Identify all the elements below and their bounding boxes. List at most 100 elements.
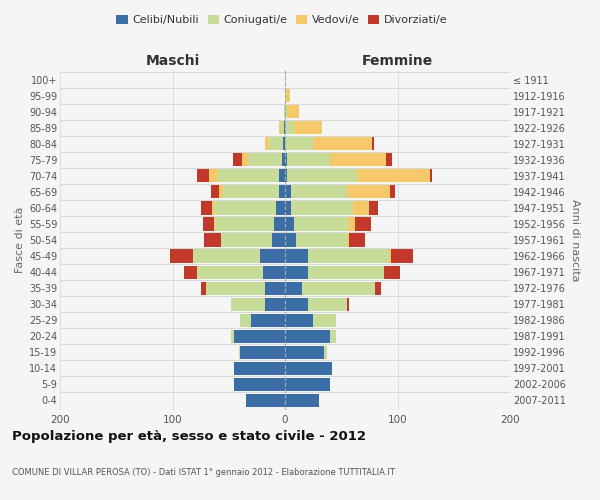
- Bar: [214, 218, 215, 230]
- Bar: [233, 153, 242, 166]
- Bar: [389, 186, 395, 198]
- Bar: [184, 266, 197, 278]
- Bar: [265, 282, 285, 294]
- Bar: [285, 378, 330, 391]
- Bar: [302, 282, 375, 294]
- Bar: [245, 394, 285, 407]
- Bar: [285, 298, 308, 310]
- Bar: [285, 266, 308, 278]
- Bar: [206, 282, 265, 294]
- Bar: [240, 314, 251, 327]
- Bar: [325, 346, 326, 359]
- Bar: [389, 250, 391, 262]
- Bar: [285, 202, 290, 214]
- Text: Popolazione per età, sesso e stato civile - 2012: Popolazione per età, sesso e stato civil…: [12, 430, 366, 443]
- Bar: [294, 218, 348, 230]
- Bar: [263, 266, 285, 278]
- Bar: [285, 394, 319, 407]
- Bar: [330, 153, 386, 166]
- Bar: [347, 298, 349, 310]
- Bar: [197, 170, 209, 182]
- Bar: [285, 346, 325, 359]
- Bar: [242, 153, 248, 166]
- Bar: [375, 282, 380, 294]
- Bar: [285, 362, 332, 375]
- Bar: [285, 282, 302, 294]
- Bar: [265, 298, 285, 310]
- Bar: [357, 170, 430, 182]
- Bar: [284, 105, 285, 118]
- Bar: [349, 234, 365, 246]
- Bar: [285, 153, 287, 166]
- Bar: [231, 298, 265, 310]
- Bar: [347, 234, 349, 246]
- Text: Femmine: Femmine: [362, 54, 433, 68]
- Bar: [430, 170, 433, 182]
- Bar: [240, 346, 285, 359]
- Bar: [223, 186, 280, 198]
- Bar: [285, 89, 290, 102]
- Bar: [197, 266, 263, 278]
- Bar: [200, 202, 212, 214]
- Bar: [371, 137, 374, 150]
- Bar: [280, 186, 285, 198]
- Legend: Celibi/Nubili, Coniugati/e, Vedovi/e, Divorziati/e: Celibi/Nubili, Coniugati/e, Vedovi/e, Di…: [112, 10, 452, 30]
- Bar: [276, 202, 285, 214]
- Bar: [281, 121, 284, 134]
- Bar: [284, 121, 285, 134]
- Bar: [274, 218, 285, 230]
- Y-axis label: Anni di nascita: Anni di nascita: [570, 198, 580, 281]
- Bar: [386, 153, 392, 166]
- Bar: [308, 298, 347, 310]
- Bar: [313, 314, 335, 327]
- Bar: [212, 202, 214, 214]
- Bar: [235, 330, 285, 343]
- Bar: [391, 250, 413, 262]
- Bar: [211, 186, 218, 198]
- Bar: [203, 218, 214, 230]
- Bar: [290, 186, 347, 198]
- Bar: [231, 330, 235, 343]
- Bar: [348, 218, 355, 230]
- Bar: [235, 378, 285, 391]
- Bar: [370, 202, 379, 214]
- Bar: [285, 330, 330, 343]
- Bar: [290, 202, 353, 214]
- Bar: [285, 105, 287, 118]
- Bar: [285, 314, 313, 327]
- Bar: [221, 234, 271, 246]
- Bar: [251, 314, 285, 327]
- Bar: [330, 330, 335, 343]
- Bar: [239, 346, 240, 359]
- Bar: [287, 170, 357, 182]
- Bar: [170, 250, 193, 262]
- Bar: [347, 186, 389, 198]
- Bar: [287, 153, 330, 166]
- Bar: [285, 121, 294, 134]
- Y-axis label: Fasce di età: Fasce di età: [14, 207, 25, 273]
- Bar: [281, 153, 285, 166]
- Bar: [200, 282, 206, 294]
- Bar: [355, 218, 371, 230]
- Bar: [353, 202, 370, 214]
- Bar: [260, 250, 285, 262]
- Bar: [294, 121, 322, 134]
- Bar: [287, 105, 299, 118]
- Bar: [285, 137, 313, 150]
- Bar: [265, 137, 269, 150]
- Bar: [308, 250, 389, 262]
- Bar: [271, 234, 285, 246]
- Bar: [283, 137, 285, 150]
- Bar: [280, 170, 285, 182]
- Bar: [285, 234, 296, 246]
- Bar: [269, 137, 283, 150]
- Text: COMUNE DI VILLAR PEROSA (TO) - Dati ISTAT 1° gennaio 2012 - Elaborazione TUTTITA: COMUNE DI VILLAR PEROSA (TO) - Dati ISTA…: [12, 468, 395, 477]
- Bar: [215, 218, 274, 230]
- Bar: [285, 250, 308, 262]
- Bar: [280, 121, 281, 134]
- Bar: [308, 266, 384, 278]
- Bar: [384, 266, 400, 278]
- Bar: [235, 362, 285, 375]
- Bar: [209, 170, 218, 182]
- Bar: [285, 186, 290, 198]
